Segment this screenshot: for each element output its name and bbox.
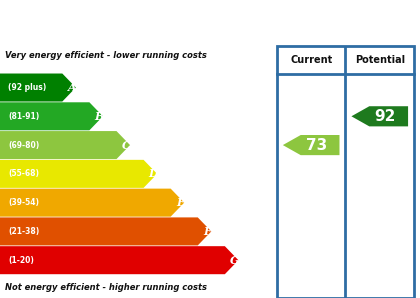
Text: E: E xyxy=(176,197,184,208)
Polygon shape xyxy=(0,102,103,130)
Polygon shape xyxy=(0,131,130,159)
Text: (69-80): (69-80) xyxy=(8,141,39,150)
Text: A: A xyxy=(68,82,76,93)
Text: (1-20): (1-20) xyxy=(8,256,34,265)
Polygon shape xyxy=(0,160,157,188)
Text: 73: 73 xyxy=(306,138,327,153)
Text: D: D xyxy=(148,168,158,179)
Text: Potential: Potential xyxy=(354,55,405,65)
Text: (21-38): (21-38) xyxy=(8,227,39,236)
Text: (55-68): (55-68) xyxy=(8,169,39,179)
Text: (39-54): (39-54) xyxy=(8,198,39,207)
Text: (92 plus): (92 plus) xyxy=(8,83,46,92)
Text: Energy Efficiency Rating: Energy Efficiency Rating xyxy=(17,14,286,32)
Text: G: G xyxy=(230,255,239,266)
Text: Not energy efficient - higher running costs: Not energy efficient - higher running co… xyxy=(5,283,207,292)
Text: Current: Current xyxy=(290,55,332,65)
Text: C: C xyxy=(121,139,130,150)
Polygon shape xyxy=(0,74,76,102)
Polygon shape xyxy=(0,218,211,246)
Text: (81-91): (81-91) xyxy=(8,112,39,121)
Polygon shape xyxy=(283,135,339,155)
Polygon shape xyxy=(0,189,184,217)
Text: B: B xyxy=(94,111,104,122)
Text: Very energy efficient - lower running costs: Very energy efficient - lower running co… xyxy=(5,51,207,60)
Polygon shape xyxy=(352,106,408,126)
Text: F: F xyxy=(203,226,211,237)
Polygon shape xyxy=(0,246,239,274)
Text: 92: 92 xyxy=(374,109,396,124)
